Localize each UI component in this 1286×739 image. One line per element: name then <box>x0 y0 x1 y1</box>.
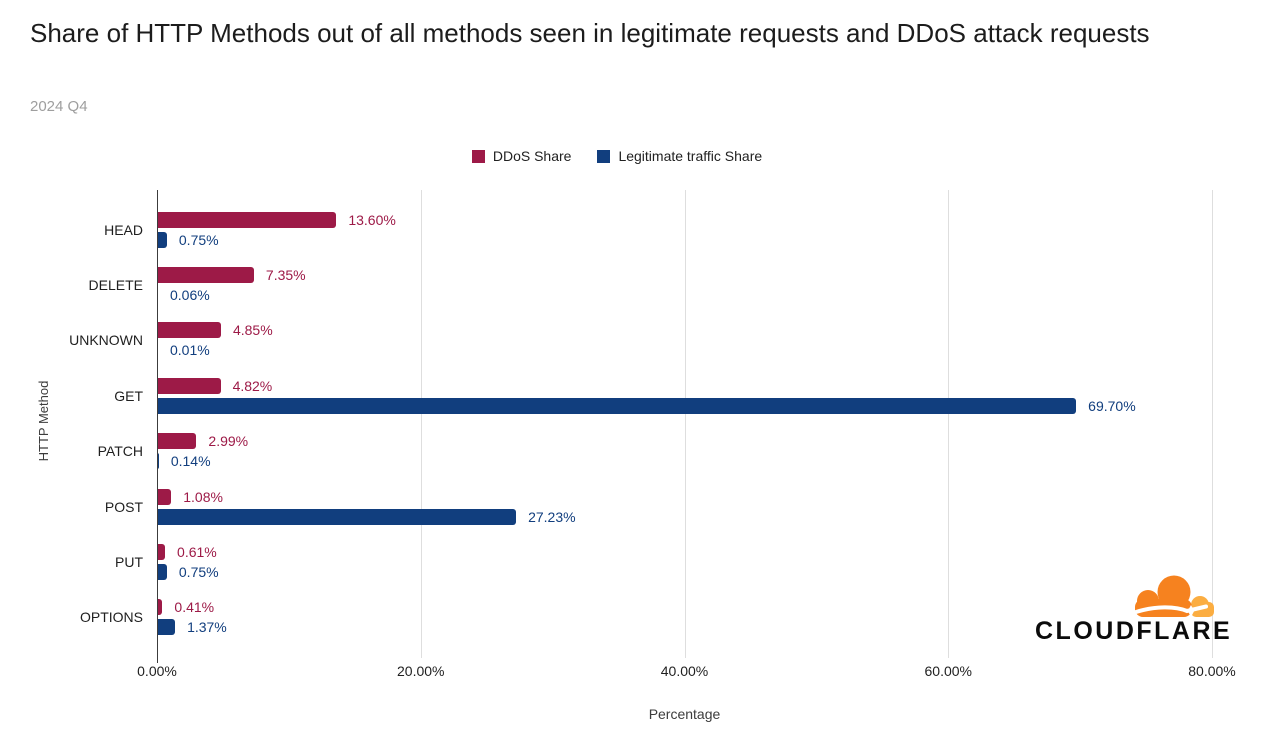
category-label-post: POST <box>104 498 143 515</box>
legend-item-0[interactable]: DDoS Share <box>471 148 572 164</box>
chart-row-delete: 7.35% 0.06% <box>157 257 1212 312</box>
cloudflare-wordmark: CLOUDFLARE <box>1035 617 1233 645</box>
bar-delete-ddos[interactable] <box>157 267 254 284</box>
bar-value-label: 7.35% <box>265 267 306 284</box>
bar-put-legitimate[interactable] <box>157 563 167 580</box>
bar-value-label: 0.75% <box>178 231 219 248</box>
gridline <box>420 190 422 658</box>
bar-line: 1.08% <box>157 488 1212 505</box>
chart-row-options: 0.41% 1.37% <box>157 590 1212 645</box>
bar-value-label: 27.23% <box>528 508 576 525</box>
legend-swatch-icon <box>597 149 611 163</box>
bar-line: 4.82% <box>157 377 1212 394</box>
cloudflare-cloud-icon <box>1134 575 1214 617</box>
bar-value-label: 4.82% <box>232 377 273 394</box>
bar-value-label: 0.14% <box>170 453 211 470</box>
gridline <box>1212 190 1213 658</box>
chart-row-put: 0.61% 0.75% <box>157 534 1212 589</box>
bar-line: 0.01% <box>157 342 1212 359</box>
x-tick-label: 40.00% <box>660 663 709 679</box>
category-label-head: HEAD <box>104 221 143 238</box>
bar-line: 7.35% <box>157 267 1212 284</box>
chart-legend: DDoS Share Legitimate traffic Share <box>0 148 1234 164</box>
legend-swatch-icon <box>471 149 485 163</box>
category-label-patch: PATCH <box>97 443 143 460</box>
bar-line: 69.70% <box>157 397 1212 414</box>
bar-line: 0.75% <box>157 231 1212 248</box>
bar-value-label: 0.41% <box>174 599 215 616</box>
bar-value-label: 13.60% <box>348 211 396 228</box>
category-axis: HEAD DELETE UNKNOWN GET PATCH POST PUT OPTIONS <box>0 202 150 645</box>
bar-value-label: 2.99% <box>208 433 249 450</box>
plot-area: 13.60% 0.75% 7.35% 0.06% 4.85% 0.01% 4.82% 69.7… <box>69 190 1236 679</box>
bar-options-ddos[interactable] <box>157 599 163 616</box>
bar-line: 0.75% <box>157 563 1212 580</box>
bar-line: 0.41% <box>157 599 1212 616</box>
chart-row-unknown: 4.85% 0.01% <box>157 313 1212 368</box>
x-axis-title: Percentage <box>648 706 721 722</box>
bar-post-legitimate[interactable] <box>157 508 517 525</box>
y-axis-line <box>157 190 158 663</box>
chart-row-get: 4.82% 69.70% <box>157 368 1212 423</box>
bar-options-legitimate[interactable] <box>157 619 176 636</box>
bar-get-ddos[interactable] <box>157 377 221 394</box>
chart-row-post: 1.08% 27.23% <box>157 479 1212 534</box>
bar-value-label: 0.75% <box>178 563 219 580</box>
bar-put-ddos[interactable] <box>157 543 166 560</box>
chart-subtitle: 2024 Q4 <box>30 98 88 115</box>
bar-post-ddos[interactable] <box>157 488 172 505</box>
bar-line: 4.85% <box>157 322 1212 339</box>
bar-line: 0.61% <box>157 543 1212 560</box>
bar-value-label: 69.70% <box>1088 397 1136 414</box>
bar-value-label: 0.01% <box>170 342 210 359</box>
chart-region: DDoS Share Legitimate traffic Share 13.60… <box>0 140 1236 730</box>
bar-value-label: 0.06% <box>170 287 210 304</box>
bar-value-label: 4.85% <box>232 322 273 339</box>
x-tick-label: 0.00% <box>137 663 177 679</box>
chart-row-head: 13.60% 0.75% <box>157 202 1212 257</box>
bar-rows: 13.60% 0.75% 7.35% 0.06% 4.85% 0.01% 4.82% 69.7… <box>157 202 1212 645</box>
bar-line: 0.06% <box>157 287 1212 304</box>
bar-head-ddos[interactable] <box>157 211 337 228</box>
cloudflare-logo: CLOUDFLARE <box>1035 575 1233 646</box>
bar-line: 0.14% <box>157 453 1212 470</box>
x-tick-label: 80.00% <box>1188 663 1236 679</box>
category-label-unknown: UNKNOWN <box>69 332 143 349</box>
bar-line: 1.37% <box>157 619 1212 636</box>
category-label-put: PUT <box>115 553 143 570</box>
bar-patch-ddos[interactable] <box>157 433 197 450</box>
bar-get-legitimate[interactable] <box>157 397 1077 414</box>
legend-item-1[interactable]: Legitimate traffic Share <box>597 148 762 164</box>
category-label-get: GET <box>114 387 143 404</box>
bar-unknown-ddos[interactable] <box>157 322 221 339</box>
gridline <box>684 190 686 658</box>
bar-line: 27.23% <box>157 508 1212 525</box>
gridline <box>948 190 950 658</box>
bar-line: 13.60% <box>157 211 1212 228</box>
bar-head-legitimate[interactable] <box>157 231 167 248</box>
bar-line: 2.99% <box>157 433 1212 450</box>
bar-value-label: 1.37% <box>187 619 227 636</box>
category-label-options: OPTIONS <box>79 609 143 626</box>
chart-title: Share of HTTP Methods out of all methods… <box>30 18 1150 48</box>
y-axis-title: HTTP Method <box>36 380 51 462</box>
legend-label: DDoS Share <box>492 148 572 164</box>
x-tick-label: 60.00% <box>924 663 972 679</box>
bar-value-label: 1.08% <box>183 488 223 505</box>
x-tick-label: 20.00% <box>397 663 445 679</box>
legend-label: Legitimate traffic Share <box>618 148 763 164</box>
chart-row-patch: 2.99% 0.14% <box>157 424 1212 479</box>
bar-value-label: 0.61% <box>177 543 217 560</box>
category-label-delete: DELETE <box>88 277 143 294</box>
